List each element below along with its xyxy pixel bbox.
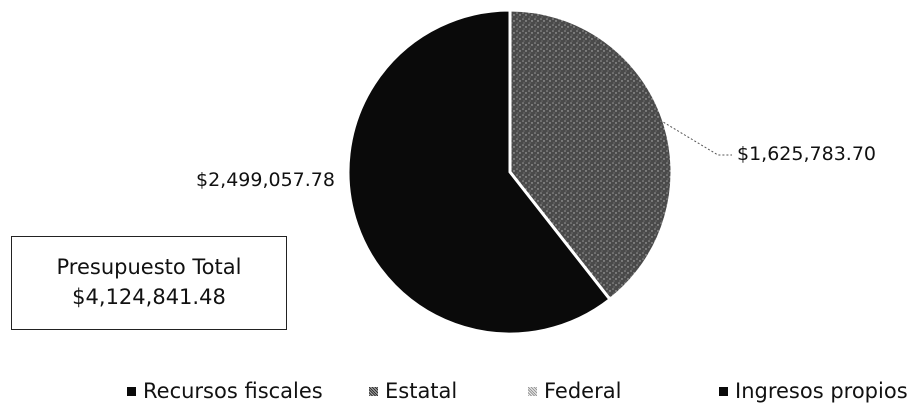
pie-slice-recursos-fiscales — [346, 8, 613, 336]
legend-item-federal: Federal — [528, 379, 621, 403]
total-budget-box: Presupuesto Total $4,124,841.48 — [11, 236, 287, 330]
legend-label: Estatal — [385, 379, 458, 403]
pie-slice-estatal — [508, 8, 674, 302]
legend-item-recursos-fiscales: Recursos fiscales — [127, 379, 323, 403]
legend-label: Ingresos propios — [735, 379, 908, 403]
legend-label: Federal — [544, 379, 622, 403]
legend-swatch-icon — [127, 386, 136, 396]
data-label-estatal: $1,625,783.70 — [737, 143, 876, 165]
chart-legend: Recursos fiscales Estatal Federal Ingresos … — [0, 379, 919, 409]
legend-item-ingresos-propios: Ingresos propios — [719, 379, 908, 403]
data-label-recursos-fiscales: $2,499,057.78 — [196, 169, 335, 191]
legend-label: Recursos fiscales — [143, 379, 323, 403]
total-budget-title: Presupuesto Total — [56, 255, 242, 279]
legend-item-estatal: Estatal — [369, 379, 457, 403]
legend-swatch-icon — [719, 386, 728, 396]
leader-line-estatal — [659, 119, 732, 156]
total-budget-amount: $4,124,841.48 — [72, 285, 226, 309]
legend-swatch-icon — [369, 386, 378, 396]
legend-swatch-icon — [528, 386, 537, 396]
